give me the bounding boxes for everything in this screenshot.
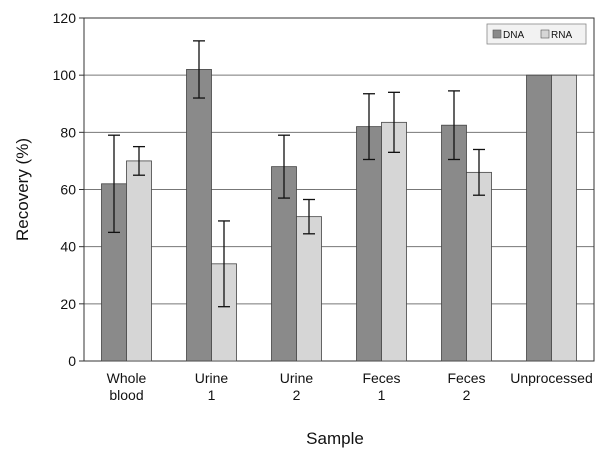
- x-category-label: blood: [109, 387, 143, 403]
- x-category-label: Whole: [107, 370, 147, 386]
- y-tick-label: 20: [60, 296, 76, 312]
- bar-rna: [381, 121, 407, 362]
- error-bar: [218, 220, 230, 308]
- x-category-label: 2: [293, 387, 301, 403]
- y-tick-label: 120: [53, 10, 77, 26]
- bar-rna: [296, 216, 322, 362]
- legend-label-rna: RNA: [551, 30, 572, 41]
- grid-lines: [84, 74, 594, 305]
- y-axis-ticks: 0 20 40 60 80 100 120: [53, 10, 84, 369]
- error-bar: [133, 145, 145, 176]
- x-category-label: Feces: [362, 370, 400, 386]
- error-bar: [278, 134, 290, 199]
- y-tick-label: 100: [53, 67, 77, 83]
- legend: DNA RNA: [486, 23, 587, 45]
- x-category-label: Feces: [447, 370, 485, 386]
- legend-swatch-dna: [492, 29, 502, 39]
- x-category-label: 1: [208, 387, 216, 403]
- bar-dna: [441, 124, 467, 362]
- y-tick-label: 0: [68, 353, 76, 369]
- error-bar: [388, 91, 400, 153]
- x-category-label: Urine: [195, 370, 229, 386]
- y-tick-label: 60: [60, 182, 76, 198]
- bar-rna: [126, 160, 152, 362]
- y-axis-title: Recovery (%): [13, 138, 32, 241]
- y-tick-label: 40: [60, 239, 76, 255]
- x-category-label: 1: [378, 387, 386, 403]
- error-bar: [473, 148, 485, 196]
- x-axis-title: Sample: [306, 429, 364, 448]
- x-category-label: Urine: [280, 370, 314, 386]
- x-axis-categories: WholebloodUrine1Urine2Feces1Feces2Unproc…: [107, 370, 593, 403]
- bar-dna: [271, 166, 297, 362]
- y-tick-label: 80: [60, 124, 76, 140]
- bar-rna: [466, 171, 492, 362]
- legend-label-dna: DNA: [503, 30, 524, 41]
- error-bar: [363, 93, 375, 161]
- bar-dna: [526, 74, 552, 362]
- error-bar: [448, 90, 460, 161]
- legend-swatch-rna: [540, 29, 550, 39]
- x-category-label: Unprocessed: [510, 370, 593, 386]
- x-category-label: 2: [463, 387, 471, 403]
- bar-rna: [551, 74, 577, 362]
- bars: [101, 69, 577, 362]
- bar-dna: [186, 69, 212, 362]
- bar-dna: [356, 126, 382, 362]
- legend-box: [486, 23, 587, 45]
- error-bar: [303, 198, 315, 235]
- error-bars: [108, 40, 485, 308]
- error-bar: [108, 134, 120, 234]
- error-bar: [193, 40, 205, 99]
